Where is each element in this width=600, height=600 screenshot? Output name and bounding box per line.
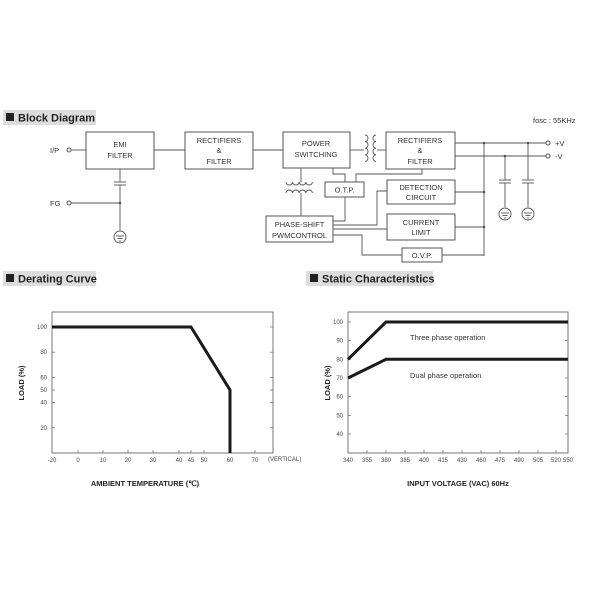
y-tick-label: 100 (37, 325, 48, 331)
x-tick-label: 10 (100, 458, 107, 464)
x-tick-label: 415 (438, 458, 449, 464)
fg-label: FG (50, 199, 61, 208)
static-plot-frame (347, 311, 569, 454)
rect1-label-1: RECTIFIERS (197, 136, 242, 145)
x-tick-label: 385 (400, 458, 411, 464)
ground-icon (498, 207, 535, 221)
static-title: Static Characteristics (322, 274, 435, 286)
rect2-label-2: & (417, 146, 422, 155)
derating-title: Derating Curve (18, 274, 97, 286)
x-tick-label: -20 (48, 458, 57, 464)
current-label-1: CURRENT (403, 218, 440, 227)
plus-v-terminal-icon (545, 140, 551, 146)
derating-x-suffix: (VERTICAL) (268, 457, 301, 463)
section-header-bg (3, 110, 96, 125)
x-tick-label: 490 (514, 458, 525, 464)
y-tick-label: 20 (40, 426, 47, 432)
static-xlabel: INPUT VOLTAGE (VAC) 60Hz (407, 479, 509, 488)
derating-xlabel: AMBIENT TEMPERATURE (℃) (91, 479, 200, 488)
rect1-label-2: & (216, 146, 221, 155)
x-tick-label: 355 (362, 458, 373, 464)
x-tick-label: 460 (476, 458, 487, 464)
emi-label-1: EMI (113, 140, 126, 149)
y-tick-label: 60 (40, 375, 47, 381)
x-tick-label: 430 (457, 458, 468, 464)
series-line-1 (347, 357, 568, 380)
x-tick-label: 70 (252, 458, 259, 464)
dual-phase-annotation: Dual phase operation (410, 371, 481, 380)
current-limit-block (386, 213, 456, 241)
bullet-square-icon (310, 274, 318, 282)
drive-transformer-icon (285, 181, 313, 194)
otp-label: O.T.P. (335, 186, 355, 195)
power-switching-block (282, 131, 351, 169)
y-tick-label: 40 (40, 401, 47, 407)
minus-v-label: -V (555, 152, 563, 161)
y-tick-label: 90 (336, 339, 343, 345)
x-tick-label: 20 (125, 458, 132, 464)
x-tick-label: 0 (76, 458, 80, 464)
y-tick-label: 60 (336, 395, 343, 401)
x-tick-label: 505 (533, 458, 544, 464)
rectifiers-filter-output-block (385, 131, 456, 170)
block-diagram: Block Diagram fosc : 55KHz I/P FG EMI FI… (3, 110, 576, 263)
plus-v-label: +V (555, 139, 564, 148)
emi-filter-block (85, 131, 155, 170)
y-tick-label: 40 (336, 432, 343, 438)
ip-terminal-icon (66, 147, 72, 153)
power-label-1: POWER (302, 139, 331, 148)
pwm-label-2: PWMCONTROL (272, 231, 327, 240)
x-tick-label: 30 (150, 458, 157, 464)
ip-label: I/P (50, 146, 59, 155)
x-tick-label: 550 (563, 458, 574, 464)
minus-v-terminal-icon (545, 153, 551, 159)
bullet-square-icon (6, 274, 14, 282)
bullet-square-icon (6, 113, 14, 121)
static-characteristics-section: Static Characteristics 340 355 380 385 400 41… (306, 271, 574, 488)
rectifiers-filter-input-block (184, 131, 254, 170)
detection-label-1: DETECTION (399, 183, 442, 192)
y-tick-label: 50 (40, 388, 47, 394)
derating-curve-section: Derating Curve -20 0 10 20 30 40 45 50 60 70 100 80… (3, 271, 301, 488)
transformer-icon (350, 134, 386, 162)
x-tick-label: 60 (227, 458, 234, 464)
y-tick-label: 100 (333, 320, 344, 326)
ground-icon (113, 230, 127, 244)
static-ylabel: LOAD (%) (323, 365, 332, 400)
y-tick-label: 50 (336, 413, 343, 419)
x-tick-label: 400 (419, 458, 430, 464)
x-tick-label: 380 (381, 458, 392, 464)
fg-terminal-icon (66, 200, 72, 206)
output-capacitor-icon (499, 143, 534, 207)
rect2-label-1: RECTIFIERS (398, 136, 443, 145)
x-tick-label: 520 (551, 458, 562, 464)
fosc-label: fosc : 55KHz (533, 116, 576, 125)
derating-plot-frame (51, 311, 274, 454)
ovp-label: O.V.P. (412, 251, 432, 260)
series-line-0 (52, 325, 232, 453)
power-label-2: SWITCHING (295, 150, 338, 159)
x-tick-label: 50 (201, 458, 208, 464)
three-phase-annotation: Three phase operation (410, 333, 485, 342)
emi-label-2: FILTER (107, 151, 133, 160)
block-diagram-title: Block Diagram (18, 113, 95, 125)
rect2-label-3: FILTER (407, 157, 433, 166)
detection-label-2: CIRCUIT (406, 193, 437, 202)
derating-ylabel: LOAD (%) (17, 365, 26, 400)
series-line-0 (346, 320, 568, 361)
rect1-label-3: FILTER (206, 157, 232, 166)
pwm-control-block (265, 215, 334, 243)
y-tick-label: 80 (336, 357, 343, 363)
y-tick-label: 70 (336, 376, 343, 382)
otp-block (324, 181, 365, 198)
x-tick-label: 45 (188, 458, 195, 464)
x-tick-label: 475 (495, 458, 506, 464)
current-label-2: LIMIT (411, 228, 431, 237)
x-tick-label: 340 (343, 458, 354, 464)
capacitor-icon (114, 181, 126, 186)
y-tick-label: 80 (40, 350, 47, 356)
x-tick-label: 40 (176, 458, 183, 464)
pwm-label-1: PHASE-SHIFT (275, 220, 325, 229)
